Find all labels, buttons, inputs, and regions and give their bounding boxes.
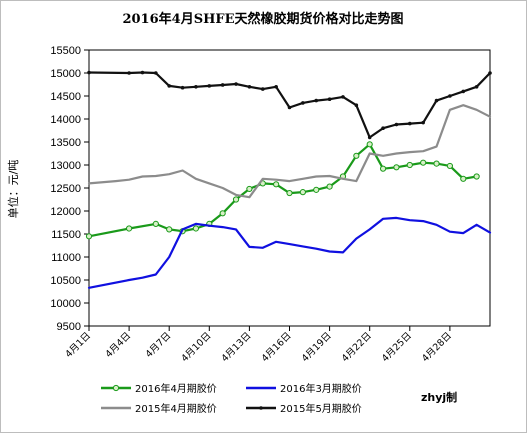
series-3 (87, 104, 492, 199)
data-point (353, 152, 360, 159)
data-point (273, 181, 280, 188)
data-point (394, 122, 399, 127)
series-1 (85, 141, 480, 240)
data-point (367, 135, 372, 140)
data-point (488, 71, 492, 75)
legend-item-1: 2016年4月期胶价 (101, 382, 217, 395)
data-point (327, 97, 332, 102)
data-point (154, 71, 158, 75)
data-point (448, 94, 452, 98)
data-point (299, 189, 306, 196)
y-tick-label: 10500 (50, 275, 81, 287)
series-4 (87, 70, 492, 140)
data-point (366, 141, 373, 148)
x-tick-label: 4月22日 (340, 330, 374, 364)
y-tick-label: 11000 (51, 252, 81, 264)
data-point (274, 85, 278, 89)
data-point (287, 105, 292, 110)
data-point (408, 121, 412, 126)
data-point (313, 186, 320, 193)
data-point (207, 84, 212, 88)
data-point (234, 82, 238, 86)
y-axis-label: 单位：元/吨 (6, 160, 20, 219)
data-point (126, 225, 133, 232)
legend-label: 2015年4月期胶价 (135, 402, 217, 415)
plot-area (88, 49, 491, 327)
data-point (219, 210, 226, 217)
data-point (220, 83, 225, 87)
data-point (474, 85, 479, 89)
data-point (87, 70, 91, 75)
y-tick-label: 9500 (57, 321, 81, 333)
y-tick-label: 15000 (50, 68, 81, 80)
data-point (326, 183, 333, 190)
data-point (420, 159, 427, 166)
data-point (460, 175, 467, 182)
x-tick-label: 4月28日 (420, 330, 454, 364)
data-point (393, 164, 400, 171)
legend-label: 2016年3月期胶价 (280, 382, 362, 395)
data-point (232, 196, 240, 203)
legend-item-3: 2015年4月期胶价 (101, 402, 217, 415)
chart-title: 2016年4月SHFE天然橡胶期货价格对比走势图 (122, 11, 403, 27)
y-tick-label: 15500 (50, 45, 81, 57)
data-point (381, 126, 385, 130)
legend-item-2: 2016年3月期胶价 (246, 382, 362, 395)
x-tick-label: 4月7日 (144, 330, 174, 360)
data-point (194, 85, 198, 89)
x-tick-label: 4月13日 (219, 330, 253, 364)
data-point (406, 161, 413, 169)
data-point (180, 85, 185, 90)
x-tick-label: 4月25日 (380, 330, 414, 364)
data-point (192, 225, 200, 232)
series-2 (87, 216, 492, 289)
data-point (247, 85, 252, 89)
data-point (461, 89, 466, 94)
y-tick-label: 12000 (50, 206, 81, 218)
data-point (301, 101, 305, 105)
y-tick-label: 14500 (50, 91, 81, 103)
data-point (152, 220, 159, 227)
data-point (354, 103, 359, 107)
legend-marker (112, 384, 120, 392)
credit-label: zhyj制 (421, 390, 457, 404)
data-point (421, 120, 425, 125)
legend-label: 2015年5月期胶价 (280, 402, 362, 415)
data-point (379, 165, 387, 172)
data-point (127, 71, 131, 75)
x-tick-label: 4月19日 (300, 330, 334, 364)
data-point (446, 162, 453, 170)
x-tick-label: 4月16日 (260, 330, 294, 364)
data-point (166, 226, 173, 233)
legend-marker (259, 406, 263, 410)
data-point (341, 95, 345, 99)
data-point (167, 84, 171, 88)
data-point (260, 87, 265, 91)
y-tick-label: 12500 (50, 183, 81, 195)
x-tick-label: 4月10日 (179, 330, 213, 364)
data-point (434, 98, 439, 103)
y-tick-label: 13000 (50, 160, 81, 172)
data-point (286, 189, 293, 197)
legend-label: 2016年4月期胶价 (135, 382, 217, 395)
legend-item-4: 2015年5月期胶价 (246, 402, 362, 415)
series-line (87, 216, 492, 289)
x-tick-label: 4月1日 (63, 330, 93, 360)
data-point (473, 173, 480, 180)
data-point (433, 160, 440, 167)
x-tick-label: 4月4日 (103, 330, 133, 360)
data-point (85, 233, 93, 240)
y-tick-label: 10000 (50, 298, 81, 310)
y-tick-label: 14000 (50, 114, 81, 126)
series-line (87, 104, 492, 199)
data-point (140, 70, 145, 75)
data-point (314, 98, 319, 103)
y-tick-label: 11500 (51, 229, 81, 241)
y-tick-label: 13500 (50, 137, 81, 149)
data-point (246, 185, 253, 193)
